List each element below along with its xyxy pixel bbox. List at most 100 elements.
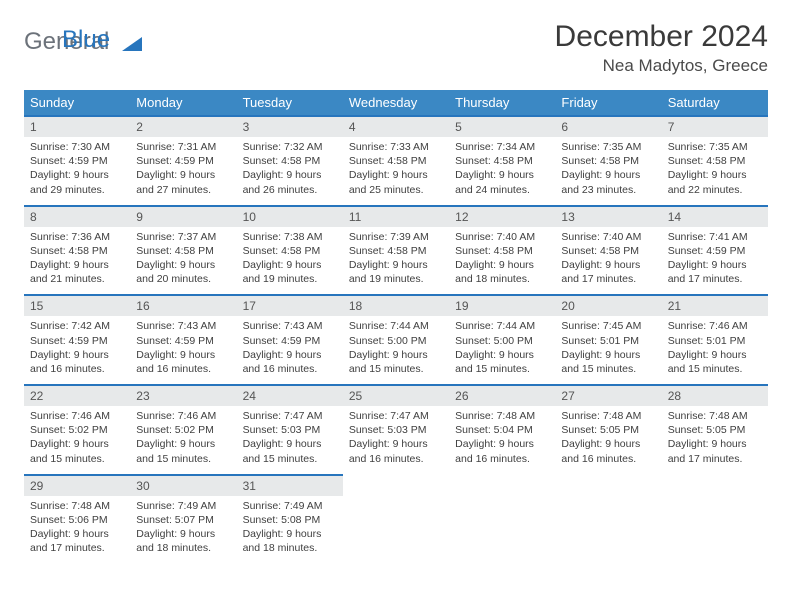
day-number: 20 (555, 294, 661, 316)
sunrise-line: Sunrise: 7:37 AM (136, 230, 230, 244)
sunrise-line: Sunrise: 7:48 AM (668, 409, 762, 423)
daylight-line: Daylight: 9 hours and 15 minutes. (243, 437, 337, 465)
day-number: 29 (24, 474, 130, 496)
sunset-line: Sunset: 5:03 PM (243, 423, 337, 437)
sunset-line: Sunset: 5:07 PM (136, 513, 230, 527)
day-number: 16 (130, 294, 236, 316)
day-number: 11 (343, 205, 449, 227)
sunset-line: Sunset: 4:58 PM (561, 244, 655, 258)
day-details: Sunrise: 7:36 AMSunset: 4:58 PMDaylight:… (24, 227, 130, 287)
day-cell: 3Sunrise: 7:32 AMSunset: 4:58 PMDaylight… (237, 115, 343, 205)
sunset-line: Sunset: 4:58 PM (455, 244, 549, 258)
empty-cell (343, 474, 449, 564)
sunrise-line: Sunrise: 7:49 AM (243, 499, 337, 513)
day-details: Sunrise: 7:30 AMSunset: 4:59 PMDaylight:… (24, 137, 130, 197)
day-number: 14 (662, 205, 768, 227)
day-number: 8 (24, 205, 130, 227)
day-details: Sunrise: 7:47 AMSunset: 5:03 PMDaylight:… (343, 406, 449, 466)
sunset-line: Sunset: 4:58 PM (668, 154, 762, 168)
day-number: 30 (130, 474, 236, 496)
day-number: 21 (662, 294, 768, 316)
empty-cell (662, 474, 768, 564)
sunset-line: Sunset: 5:05 PM (561, 423, 655, 437)
day-number: 4 (343, 115, 449, 137)
day-details: Sunrise: 7:48 AMSunset: 5:05 PMDaylight:… (662, 406, 768, 466)
sunset-line: Sunset: 4:58 PM (561, 154, 655, 168)
day-number: 23 (130, 384, 236, 406)
title-block: December 2024 Nea Madytos, Greece (555, 20, 768, 76)
day-cell: 26Sunrise: 7:48 AMSunset: 5:04 PMDayligh… (449, 384, 555, 474)
daylight-line: Daylight: 9 hours and 17 minutes. (30, 527, 124, 555)
daylight-line: Daylight: 9 hours and 23 minutes. (561, 168, 655, 196)
sunset-line: Sunset: 5:00 PM (349, 334, 443, 348)
daylight-line: Daylight: 9 hours and 16 minutes. (561, 437, 655, 465)
day-details: Sunrise: 7:48 AMSunset: 5:06 PMDaylight:… (24, 496, 130, 556)
day-details: Sunrise: 7:41 AMSunset: 4:59 PMDaylight:… (662, 227, 768, 287)
day-cell: 13Sunrise: 7:40 AMSunset: 4:58 PMDayligh… (555, 205, 661, 295)
daylight-line: Daylight: 9 hours and 17 minutes. (668, 437, 762, 465)
daylight-line: Daylight: 9 hours and 15 minutes. (30, 437, 124, 465)
day-number: 12 (449, 205, 555, 227)
daylight-line: Daylight: 9 hours and 19 minutes. (243, 258, 337, 286)
sunset-line: Sunset: 4:58 PM (136, 244, 230, 258)
day-details: Sunrise: 7:34 AMSunset: 4:58 PMDaylight:… (449, 137, 555, 197)
week-row: 8Sunrise: 7:36 AMSunset: 4:58 PMDaylight… (24, 205, 768, 295)
daylight-line: Daylight: 9 hours and 24 minutes. (455, 168, 549, 196)
day-cell: 6Sunrise: 7:35 AMSunset: 4:58 PMDaylight… (555, 115, 661, 205)
sunset-line: Sunset: 4:59 PM (243, 334, 337, 348)
daylight-line: Daylight: 9 hours and 15 minutes. (455, 348, 549, 376)
day-number: 17 (237, 294, 343, 316)
day-cell: 29Sunrise: 7:48 AMSunset: 5:06 PMDayligh… (24, 474, 130, 564)
weeks-container: 1Sunrise: 7:30 AMSunset: 4:59 PMDaylight… (24, 115, 768, 563)
daylight-line: Daylight: 9 hours and 29 minutes. (30, 168, 124, 196)
day-number: 13 (555, 205, 661, 227)
day-number: 31 (237, 474, 343, 496)
day-number: 24 (237, 384, 343, 406)
daylight-line: Daylight: 9 hours and 18 minutes. (243, 527, 337, 555)
empty-cell (449, 474, 555, 564)
day-cell: 28Sunrise: 7:48 AMSunset: 5:05 PMDayligh… (662, 384, 768, 474)
sunset-line: Sunset: 4:59 PM (668, 244, 762, 258)
sunrise-line: Sunrise: 7:42 AM (30, 319, 124, 333)
sunrise-line: Sunrise: 7:40 AM (561, 230, 655, 244)
day-cell: 31Sunrise: 7:49 AMSunset: 5:08 PMDayligh… (237, 474, 343, 564)
day-number: 22 (24, 384, 130, 406)
daylight-line: Daylight: 9 hours and 26 minutes. (243, 168, 337, 196)
day-details: Sunrise: 7:33 AMSunset: 4:58 PMDaylight:… (343, 137, 449, 197)
sunrise-line: Sunrise: 7:46 AM (30, 409, 124, 423)
daylight-line: Daylight: 9 hours and 15 minutes. (668, 348, 762, 376)
day-cell: 23Sunrise: 7:46 AMSunset: 5:02 PMDayligh… (130, 384, 236, 474)
sunrise-line: Sunrise: 7:35 AM (561, 140, 655, 154)
day-cell: 25Sunrise: 7:47 AMSunset: 5:03 PMDayligh… (343, 384, 449, 474)
day-details: Sunrise: 7:43 AMSunset: 4:59 PMDaylight:… (237, 316, 343, 376)
day-cell: 10Sunrise: 7:38 AMSunset: 4:58 PMDayligh… (237, 205, 343, 295)
sunrise-line: Sunrise: 7:48 AM (455, 409, 549, 423)
sunrise-line: Sunrise: 7:30 AM (30, 140, 124, 154)
week-row: 22Sunrise: 7:46 AMSunset: 5:02 PMDayligh… (24, 384, 768, 474)
day-cell: 24Sunrise: 7:47 AMSunset: 5:03 PMDayligh… (237, 384, 343, 474)
day-details: Sunrise: 7:46 AMSunset: 5:01 PMDaylight:… (662, 316, 768, 376)
day-cell: 1Sunrise: 7:30 AMSunset: 4:59 PMDaylight… (24, 115, 130, 205)
day-number: 2 (130, 115, 236, 137)
day-details: Sunrise: 7:49 AMSunset: 5:08 PMDaylight:… (237, 496, 343, 556)
day-cell: 16Sunrise: 7:43 AMSunset: 4:59 PMDayligh… (130, 294, 236, 384)
day-details: Sunrise: 7:46 AMSunset: 5:02 PMDaylight:… (130, 406, 236, 466)
sunrise-line: Sunrise: 7:46 AM (668, 319, 762, 333)
sunset-line: Sunset: 5:04 PM (455, 423, 549, 437)
day-cell: 27Sunrise: 7:48 AMSunset: 5:05 PMDayligh… (555, 384, 661, 474)
day-number: 5 (449, 115, 555, 137)
week-row: 15Sunrise: 7:42 AMSunset: 4:59 PMDayligh… (24, 294, 768, 384)
day-details: Sunrise: 7:42 AMSunset: 4:59 PMDaylight:… (24, 316, 130, 376)
daylight-line: Daylight: 9 hours and 17 minutes. (668, 258, 762, 286)
daylight-line: Daylight: 9 hours and 16 minutes. (455, 437, 549, 465)
day-details: Sunrise: 7:45 AMSunset: 5:01 PMDaylight:… (555, 316, 661, 376)
daylight-line: Daylight: 9 hours and 16 minutes. (136, 348, 230, 376)
day-details: Sunrise: 7:43 AMSunset: 4:59 PMDaylight:… (130, 316, 236, 376)
daylight-line: Daylight: 9 hours and 18 minutes. (455, 258, 549, 286)
sunrise-line: Sunrise: 7:32 AM (243, 140, 337, 154)
sunset-line: Sunset: 4:59 PM (136, 334, 230, 348)
day-details: Sunrise: 7:35 AMSunset: 4:58 PMDaylight:… (555, 137, 661, 197)
day-number: 15 (24, 294, 130, 316)
day-cell: 20Sunrise: 7:45 AMSunset: 5:01 PMDayligh… (555, 294, 661, 384)
calendar-page: General Blue December 2024 Nea Madytos, … (0, 0, 792, 573)
